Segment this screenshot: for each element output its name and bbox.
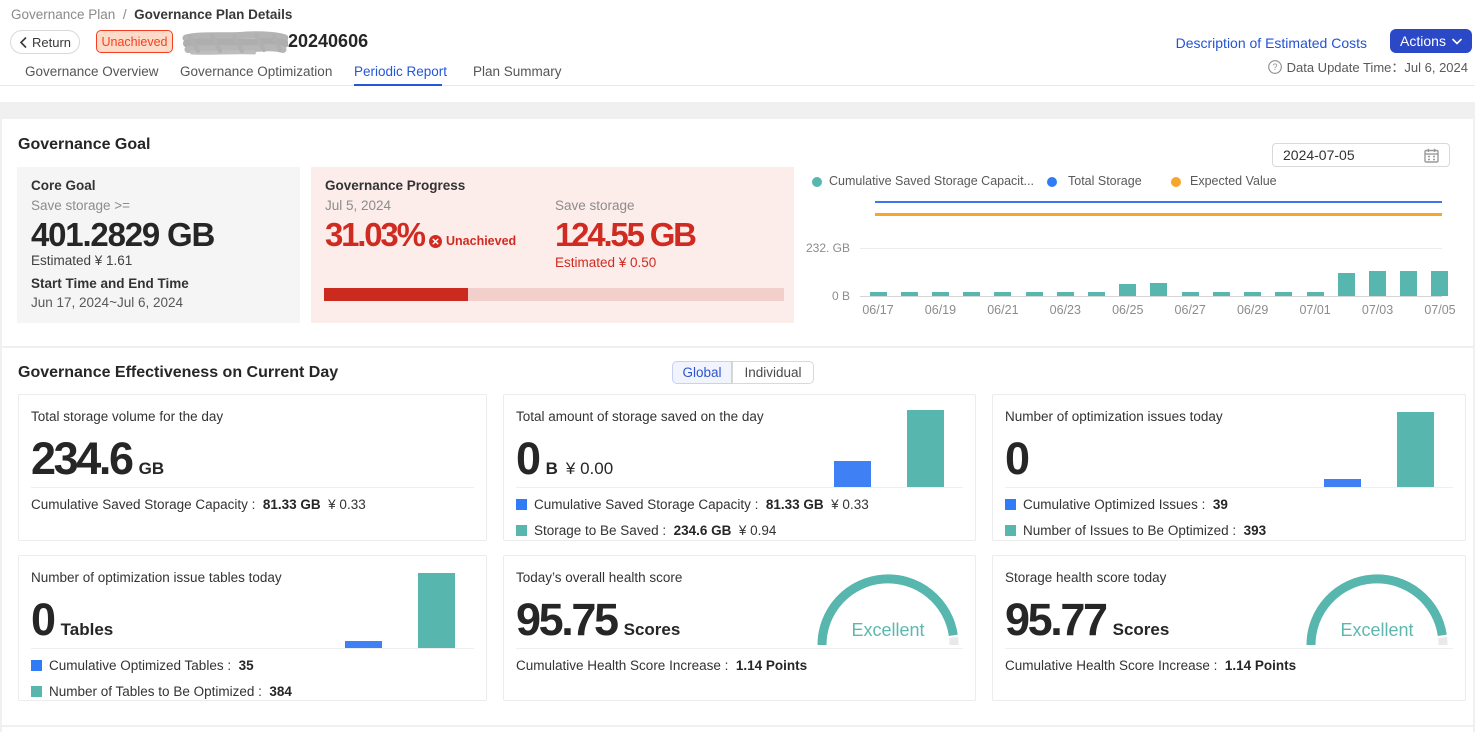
svg-text:?: ? [1272,62,1277,72]
